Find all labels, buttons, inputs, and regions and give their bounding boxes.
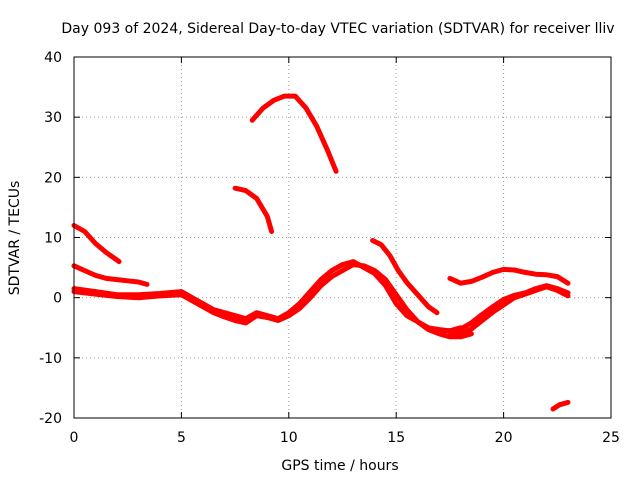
y-tick-label-0: 0: [53, 291, 62, 307]
y-tick-label--10: -10: [39, 351, 62, 367]
chart-title: Day 093 of 2024, Sidereal Day-to-day VTE…: [61, 21, 614, 37]
data-series-arc-11: [550, 399, 571, 412]
y-tick-label-40: 40: [44, 50, 62, 66]
y-axis-label: SDTVAR / TECUs: [7, 181, 23, 296]
y-tick-label-30: 30: [44, 110, 62, 126]
x-tick-label-15: 15: [387, 430, 405, 446]
x-tick-label-20: 20: [495, 430, 513, 446]
y-tick-label-10: 10: [44, 231, 62, 247]
x-tick-label-5: 5: [177, 430, 186, 446]
y-tick-label--20: -20: [39, 411, 62, 427]
x-tick-label-10: 10: [280, 430, 298, 446]
data-series-arc-8: [447, 266, 571, 286]
y-tick-label-20: 20: [44, 170, 62, 186]
grid: [74, 57, 611, 418]
data-series-arc-1: [71, 223, 122, 265]
x-tick-label-0: 0: [70, 430, 79, 446]
data-series-arc-7: [370, 238, 440, 316]
axis-ticks: 0 5 10 15 20 25 -20 -10 0 10 20 30 40: [39, 50, 620, 446]
series-group: [71, 93, 571, 412]
data-series-arc-4: [71, 262, 474, 340]
data-series-arc-2: [71, 263, 150, 287]
x-tick-label-25: 25: [602, 430, 620, 446]
data-series-arc-6: [249, 93, 339, 174]
data-series-arc-10: [447, 284, 571, 338]
data-series-arc-5: [232, 185, 275, 234]
data-series-arc-9: [436, 283, 571, 334]
data-series-arc-3: [71, 259, 464, 334]
x-axis-label: GPS time / hours: [281, 458, 398, 474]
